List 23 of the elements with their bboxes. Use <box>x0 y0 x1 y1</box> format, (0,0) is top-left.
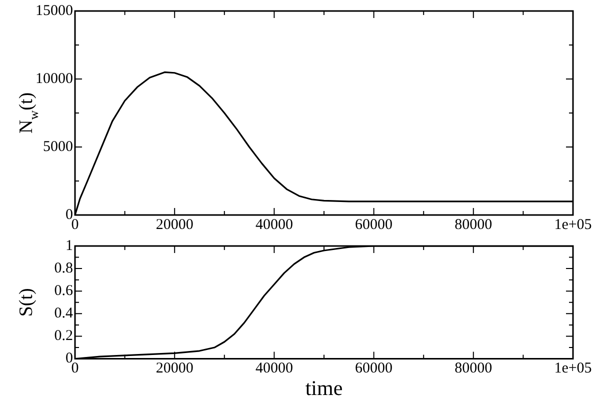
y-axis-title: Nw(t) <box>16 92 41 134</box>
x-tick-label: 80000 <box>454 360 492 377</box>
x-tick-label: 60000 <box>355 360 393 377</box>
y-tick-label: 10000 <box>36 70 73 87</box>
x-tick-label: 40000 <box>255 216 293 233</box>
x-tick-label: 1e+05 <box>554 216 592 233</box>
y-tick-label: 0.2 <box>54 328 73 344</box>
y-tick-label: 15000 <box>36 2 73 19</box>
x-tick-label: 1e+05 <box>554 360 592 377</box>
y-tick-label: 0 <box>66 206 73 223</box>
y-axis-title: S(t) <box>16 288 37 317</box>
x-tick-label: 60000 <box>355 216 393 233</box>
x-tick-label: 20000 <box>156 360 194 377</box>
y-tick-label: 0.6 <box>54 283 74 300</box>
y-tick-label: 0.8 <box>54 260 73 276</box>
y-tick-label: 1 <box>66 238 73 254</box>
y-tick-label: 0 <box>66 350 73 367</box>
x-tick-label: 80000 <box>454 216 492 233</box>
x-tick-label: 20000 <box>156 216 194 233</box>
x-axis-title: time <box>305 376 343 400</box>
y-tick-label: 5000 <box>43 138 73 155</box>
y-tick-label: 0.4 <box>54 306 74 322</box>
x-tick-label: 40000 <box>255 360 293 377</box>
